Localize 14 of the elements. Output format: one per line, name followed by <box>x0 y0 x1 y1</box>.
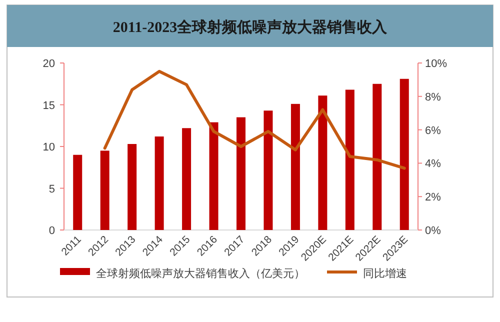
bar <box>264 110 273 230</box>
title: 2011-2023全球射频低噪声放大器销售收入 <box>112 20 388 36</box>
bar <box>209 122 218 230</box>
bar <box>290 104 300 230</box>
bar <box>128 144 137 230</box>
bar <box>400 78 409 230</box>
bar <box>236 117 246 230</box>
bar <box>372 84 382 230</box>
bar <box>73 154 82 230</box>
bar <box>318 96 328 230</box>
bar <box>182 128 192 230</box>
bar <box>154 136 164 230</box>
bar <box>345 90 354 230</box>
bar <box>100 150 110 230</box>
